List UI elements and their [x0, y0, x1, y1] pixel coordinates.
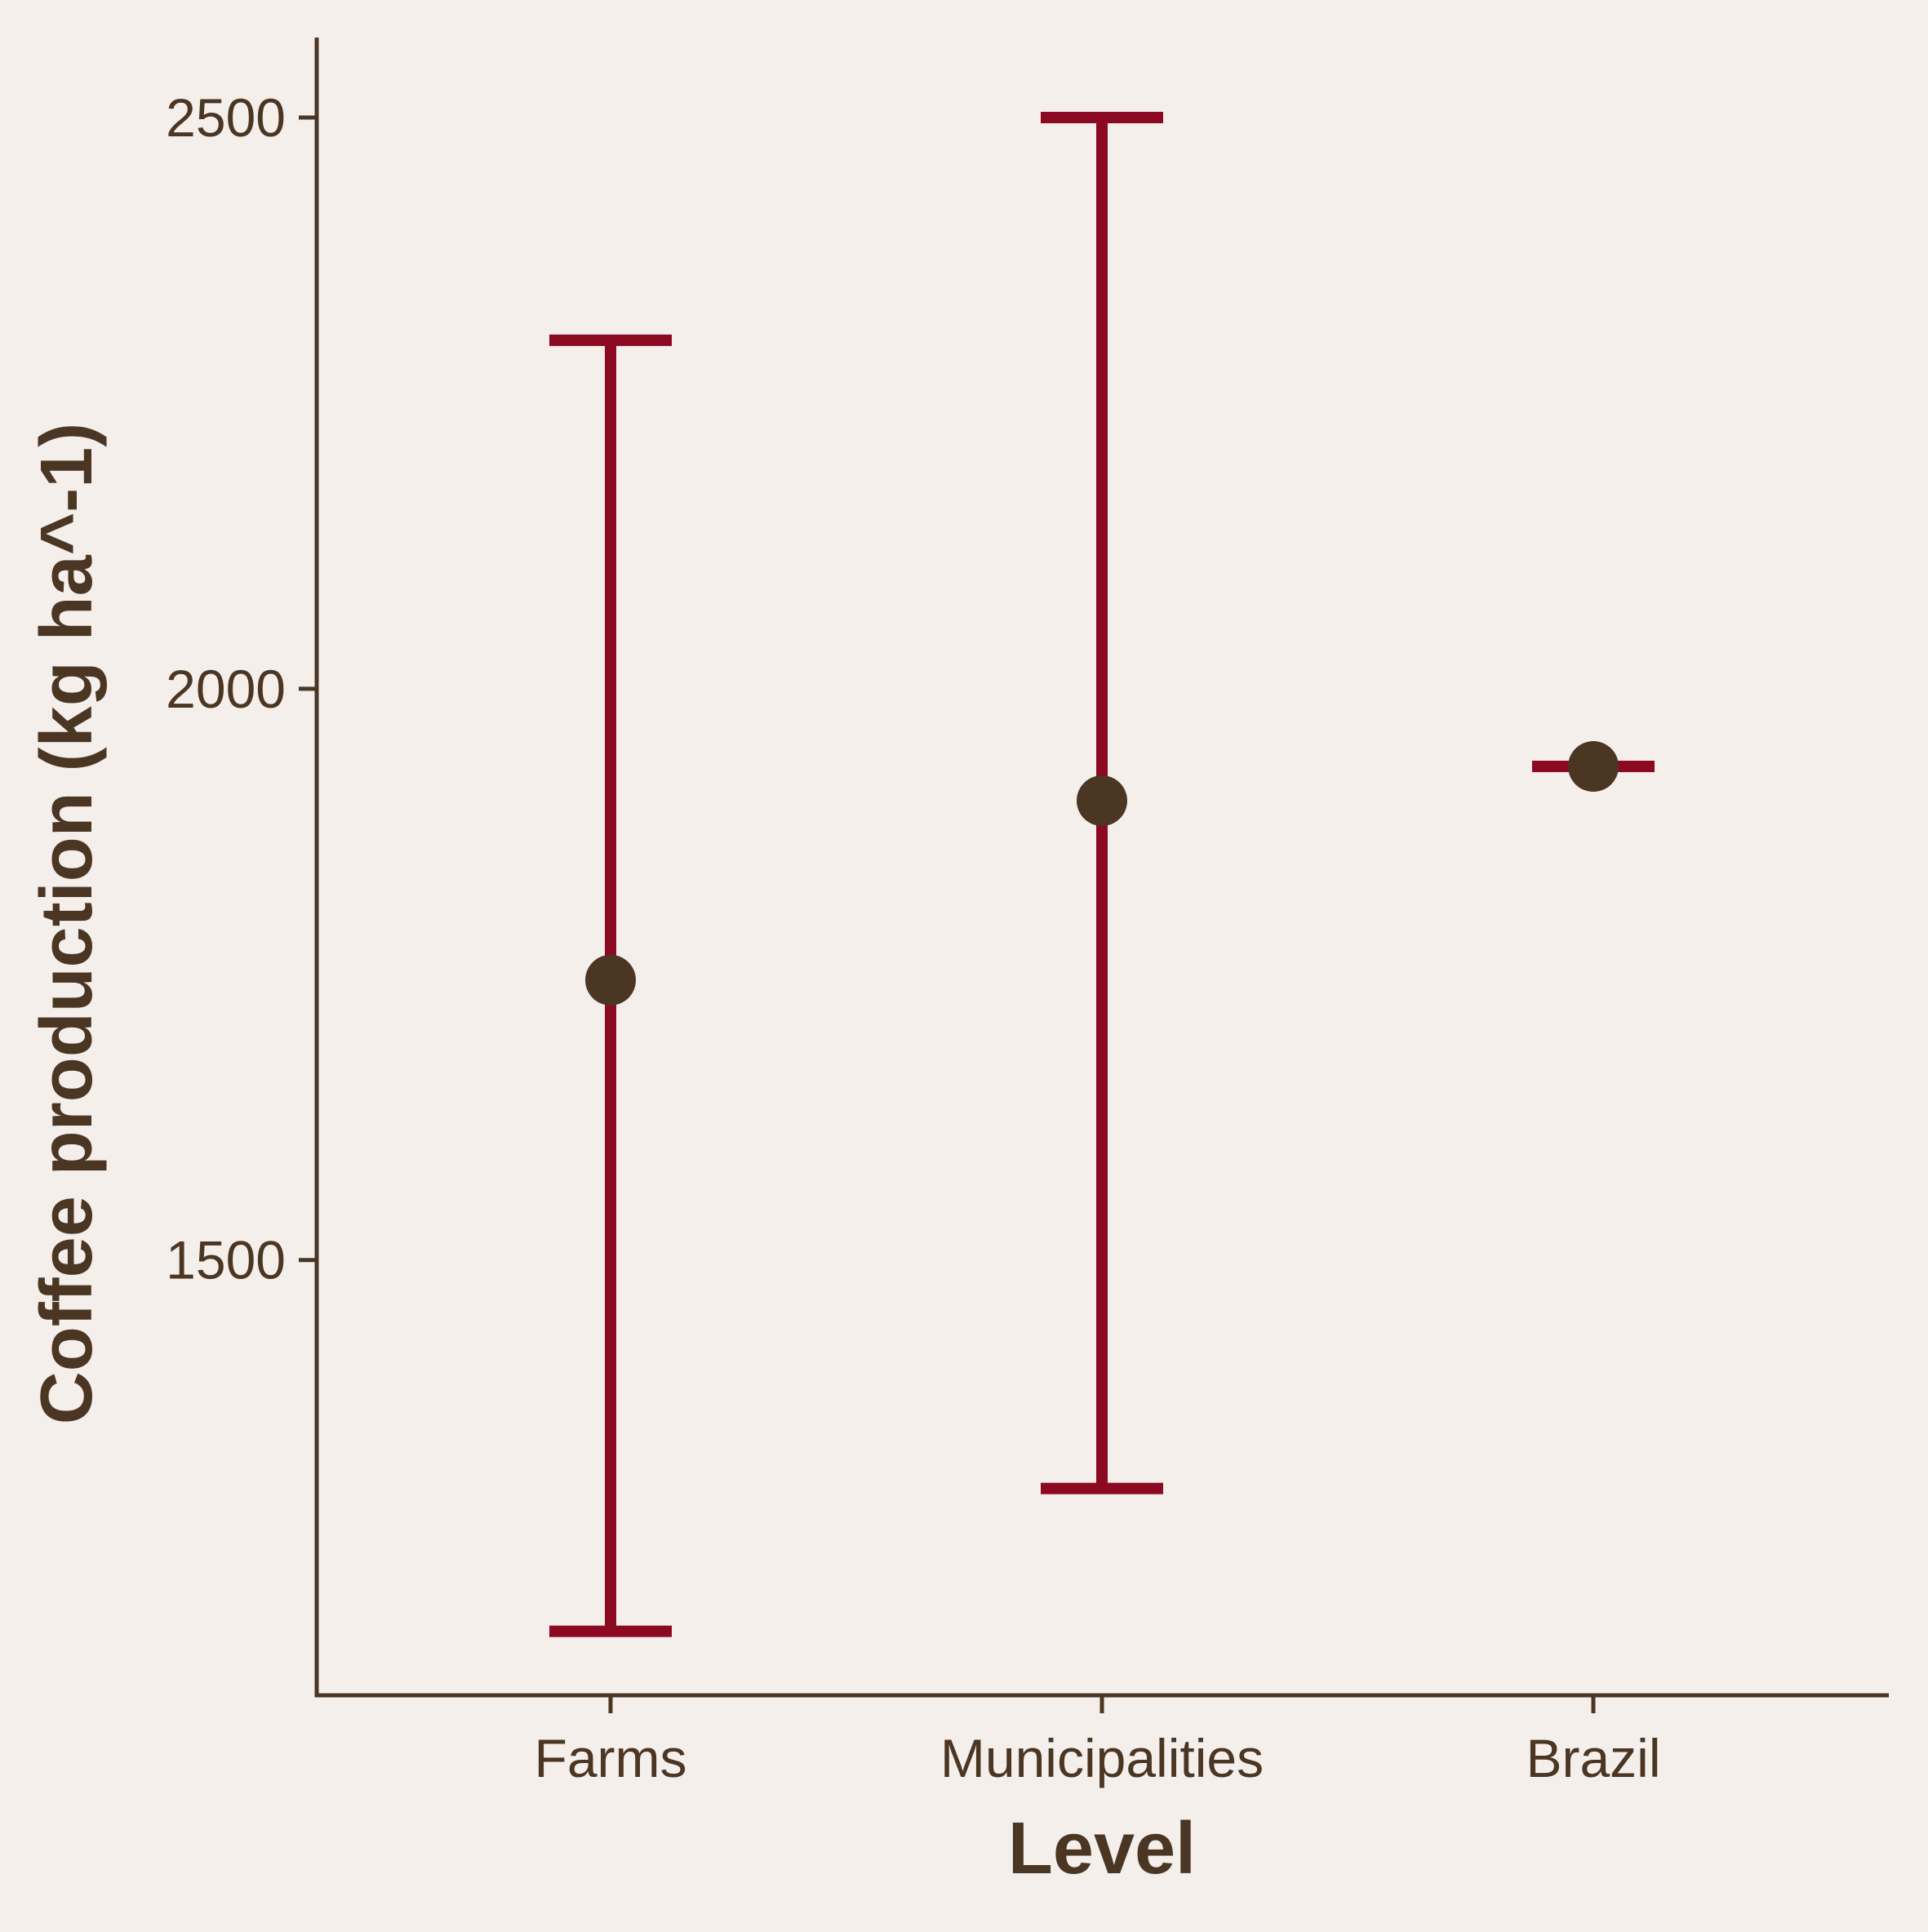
y-tick-label: 2000	[166, 659, 286, 719]
mean-point	[1077, 775, 1127, 827]
y-tick-label: 1500	[166, 1230, 286, 1290]
x-ticks: Farms Municipalities Brazil	[535, 1695, 1661, 1788]
mean-point	[585, 954, 636, 1006]
mean-point	[1568, 741, 1619, 793]
errorbar-group	[549, 334, 672, 1637]
data-marks	[549, 111, 1655, 1637]
x-tick-label: Farms	[535, 1728, 687, 1788]
x-tick-label: Municipalities	[940, 1728, 1264, 1788]
y-ticks: 1500 2000 2500	[166, 87, 317, 1290]
y-axis-title: Coffee production (kg ha^-1)	[26, 423, 108, 1425]
y-tick-label: 2500	[166, 87, 286, 148]
x-tick-label: Brazil	[1526, 1728, 1660, 1788]
errorbar-group	[1532, 741, 1655, 793]
errorbar-group	[1041, 111, 1163, 1495]
x-axis-title: Level	[1008, 1808, 1196, 1890]
